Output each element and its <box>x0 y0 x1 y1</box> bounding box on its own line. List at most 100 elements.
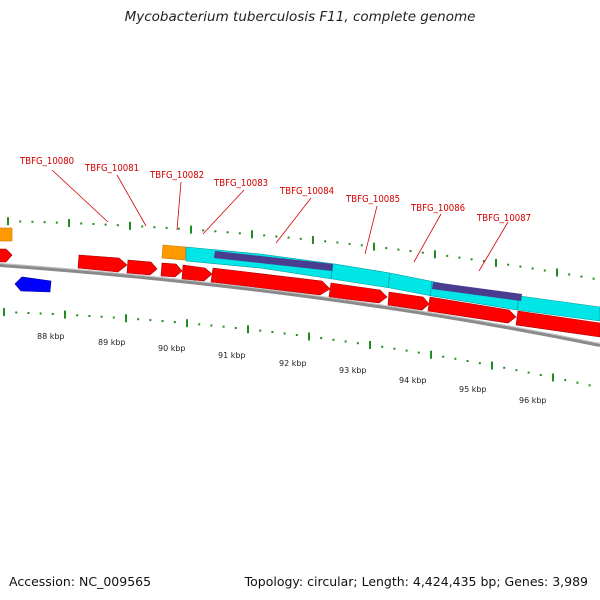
outer-tick <box>80 222 83 225</box>
inner-tick <box>15 311 18 314</box>
inner-tick <box>3 308 5 317</box>
inner-tick <box>539 374 542 376</box>
kbp-label-88: 88 kbp <box>37 332 65 341</box>
gene-label-tbfg-10084: TBFG_10084 <box>279 186 334 197</box>
inner-tick <box>491 361 493 370</box>
inner-tick <box>51 313 54 315</box>
outer-tick <box>238 232 241 235</box>
outer-tick <box>7 217 9 226</box>
orange-feature-left <box>0 227 13 242</box>
outer-tick <box>263 234 266 237</box>
inner-tick <box>161 320 164 323</box>
inner-tick <box>295 334 298 336</box>
outer-tick <box>458 256 461 259</box>
cds-arrow-tbfg-10082 <box>160 262 183 278</box>
gene-label-tbfg-10082: TBFG_10082 <box>149 170 204 181</box>
cds-arrow-tbfg-10087 <box>427 296 517 324</box>
inner-tick <box>466 360 469 362</box>
outer-tick <box>165 226 168 229</box>
outer-tick <box>287 236 290 239</box>
inner-tick <box>173 321 176 324</box>
kbp-label-96: 96 kbp <box>519 396 547 405</box>
inner-tick <box>39 312 42 315</box>
cds-arrow-tbfg-10083 <box>181 264 213 282</box>
outer-tick <box>568 273 571 276</box>
inner-tick <box>88 315 91 317</box>
cds-arrow-tbfg-10085 <box>328 282 388 304</box>
outer-tick <box>348 242 351 245</box>
outer-tick <box>434 250 436 259</box>
inner-tick <box>515 369 518 372</box>
inner-tick <box>527 371 530 374</box>
inner-tick <box>576 381 579 384</box>
rna-arrow-reverse <box>14 276 52 293</box>
genome-backbone-shade <box>0 263 600 344</box>
outer-tick <box>373 242 375 251</box>
inner-tick <box>393 347 396 350</box>
outer-tick <box>141 225 144 228</box>
inner-tick <box>198 323 201 326</box>
cyan-divider-2 <box>387 272 391 289</box>
outer-tick <box>68 219 70 227</box>
outer-tick <box>324 240 327 243</box>
outer-tick-ring <box>7 217 595 280</box>
kbp-label-89: 89 kbp <box>98 338 126 347</box>
outer-tick <box>556 268 558 277</box>
cyan-divider-1 <box>330 263 334 280</box>
outer-tick <box>312 236 314 244</box>
kbp-label-90: 90 kbp <box>158 344 186 353</box>
outer-tick <box>495 258 497 267</box>
gene-label-tbfg-10083: TBFG_10083 <box>213 178 268 189</box>
inner-tick <box>332 338 335 341</box>
kbp-label-92: 92 kbp <box>279 359 307 368</box>
inner-tick <box>405 349 408 352</box>
outer-tick <box>92 223 95 225</box>
inner-tick <box>552 373 554 382</box>
inner-tick <box>369 341 371 349</box>
outer-tick <box>470 258 473 261</box>
accession-text: Accession: NC_009565 <box>9 574 152 589</box>
outer-tick <box>531 267 534 270</box>
inner-tick <box>503 366 506 369</box>
outer-tick <box>19 220 22 223</box>
outer-tick <box>360 244 363 247</box>
inner-tick <box>100 315 103 318</box>
inner-tick <box>356 342 359 345</box>
outer-tick <box>153 226 156 229</box>
outer-tick <box>543 269 546 272</box>
inner-tick <box>234 327 237 329</box>
inner-tick <box>588 384 591 387</box>
inner-tick <box>478 362 481 365</box>
outer-tick <box>580 275 583 278</box>
cds-arrow-tbfg-10081 <box>126 259 158 276</box>
gene-label-tbfg-10080: TBFG_10080 <box>19 156 74 167</box>
inner-tick <box>222 325 225 328</box>
inner-tick <box>125 314 127 323</box>
outer-tick <box>104 223 107 226</box>
kbp-label-95: 95 kbp <box>459 385 487 394</box>
purple-feature-2 <box>432 282 522 301</box>
inner-tick <box>564 379 567 382</box>
inner-tick <box>442 355 445 358</box>
outer-tick <box>116 224 119 227</box>
kbp-label-91: 91 kbp <box>218 351 246 360</box>
inner-tick <box>308 332 310 341</box>
orange-feature-tbfg-10082 <box>161 244 187 261</box>
inner-tick <box>247 325 249 334</box>
genome-backbone <box>0 263 600 347</box>
outer-tick <box>43 221 46 224</box>
inner-tick <box>27 312 30 314</box>
outer-tick <box>177 227 180 230</box>
purple-feature-1 <box>214 251 333 271</box>
outer-tick <box>336 241 339 244</box>
outer-tick <box>202 229 205 232</box>
outer-tick <box>190 225 192 234</box>
cds-arrow-left-edge <box>0 248 13 263</box>
inner-tick <box>149 319 152 322</box>
map-title: Mycobacterium tuberculosis F11, complete… <box>124 9 476 25</box>
inner-tick <box>381 345 384 348</box>
outer-tick <box>482 260 485 263</box>
topology-summary-text: Topology: circular; Length: 4,424,435 bp… <box>244 574 588 589</box>
inner-tick <box>137 318 140 321</box>
